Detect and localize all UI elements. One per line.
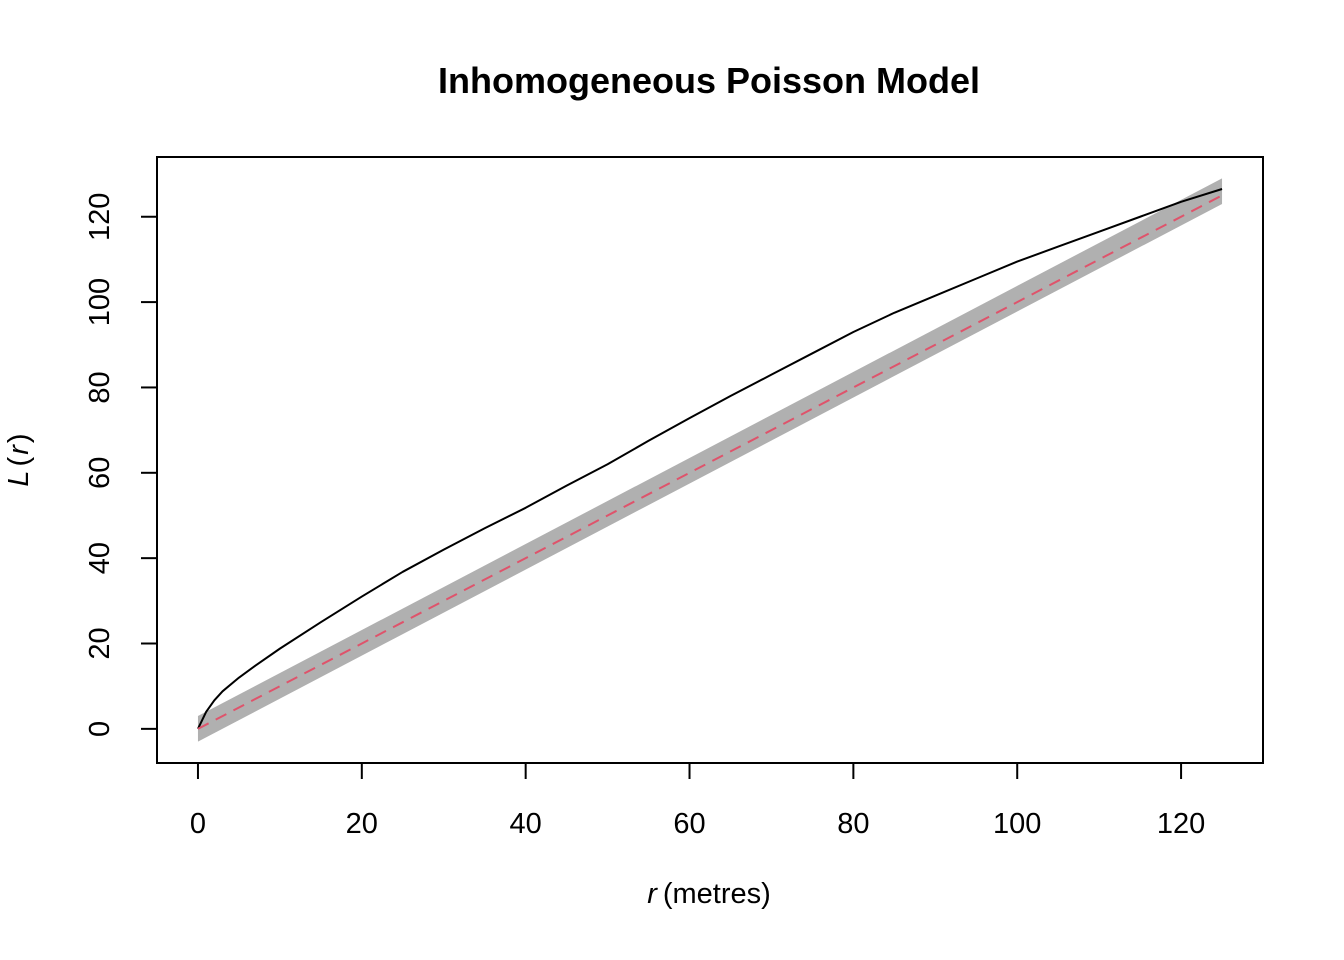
x-tick-label-40: 40: [510, 808, 542, 840]
y-axis-label: L (r): [3, 433, 35, 486]
y-tick-label-20: 20: [84, 627, 116, 659]
y-tick-label-80: 80: [84, 371, 116, 403]
y-tick-label-40: 40: [84, 542, 116, 574]
x-axis-label-unit: (metres): [663, 878, 771, 910]
y-axis-label-func: L: [3, 470, 35, 486]
x-tick-label-80: 80: [837, 808, 869, 840]
y-tick-label-100: 100: [84, 278, 116, 326]
x-tick-label-20: 20: [346, 808, 378, 840]
y-axis-label-close: ): [3, 433, 35, 443]
x-tick-label-0: 0: [190, 808, 206, 840]
envelope-band: [197, 178, 1223, 742]
observed-line: [197, 188, 1223, 730]
y-tick-label-0: 0: [84, 721, 116, 737]
x-axis-label: r (metres): [647, 878, 771, 910]
y-axis-label-var: r: [3, 444, 35, 455]
x-tick-label-100: 100: [993, 808, 1041, 840]
x-tick-label-120: 120: [1157, 808, 1205, 840]
x-tick-label-60: 60: [673, 808, 705, 840]
plot-area: [197, 178, 1223, 742]
y-tick-label-60: 60: [84, 457, 116, 489]
theoretical-line: [197, 194, 1223, 730]
y-axis-label-open: (: [3, 456, 35, 466]
y-axis: 0 20 40 60 80 100 120: [84, 193, 158, 737]
x-axis: 0 20 40 60 80 100 120: [190, 762, 1205, 840]
chart-title: Inhomogeneous Poisson Model: [438, 60, 980, 101]
y-tick-label-120: 120: [84, 193, 116, 241]
x-axis-label-var: r: [647, 878, 658, 910]
